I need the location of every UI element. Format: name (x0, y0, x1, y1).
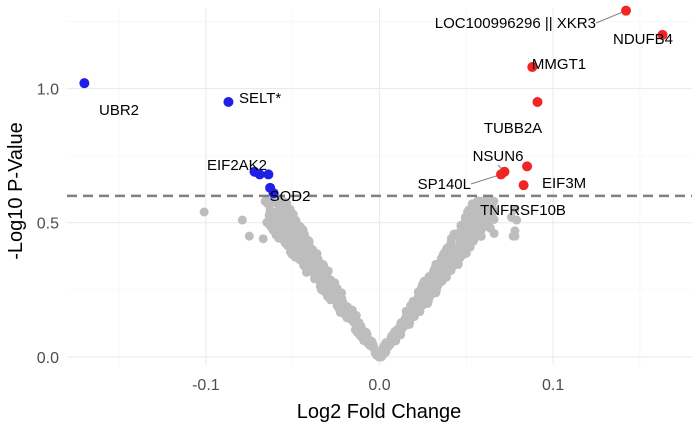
label-ndufb4: NDUFB4 (613, 31, 673, 48)
label-nsun6: NSUN6 (473, 148, 524, 165)
ns-point (199, 207, 209, 217)
ns-point (471, 229, 481, 239)
point-loc100996296-xkr3 (621, 5, 632, 16)
ns-point (510, 204, 520, 214)
label-tubb2a: TUBB2A (484, 120, 542, 137)
point-tnfrsf10b (518, 180, 529, 191)
ns-point (475, 218, 485, 228)
ns-point (341, 302, 351, 312)
ns-point (489, 228, 499, 238)
point-unlabeled (263, 169, 274, 180)
ns-point (385, 337, 395, 347)
point-ubr2 (79, 78, 90, 89)
point-mmgt1 (527, 62, 538, 73)
ns-point (283, 208, 293, 218)
ns-point (276, 206, 286, 216)
label-ubr2: UBR2 (99, 102, 139, 119)
x-axis-title: Log2 Fold Change (297, 401, 462, 423)
label-eif3m: EIF3M (542, 175, 586, 192)
label-eif2ak2: EIF2AK2 (207, 157, 267, 174)
y-axis-tick-labels: 0.0 0.5 1.0 (37, 82, 59, 367)
y-axis-title: -Log10 P-Value (5, 122, 27, 260)
ns-point (276, 226, 286, 236)
point-sp140l (496, 169, 507, 180)
ns-point (437, 254, 447, 264)
leader-loc100996296-xkr3 (595, 10, 627, 24)
ns-point (390, 331, 400, 341)
ns-point (288, 248, 298, 258)
ns-point (453, 258, 463, 268)
ns-point (330, 278, 340, 288)
x-tick-label: 0.0 (368, 377, 390, 394)
ns-point (237, 215, 247, 225)
ns-point (258, 234, 268, 244)
x-axis-tick-labels: -0.1 0.0 0.1 (192, 377, 564, 394)
ns-point (456, 220, 466, 230)
ns-point (487, 210, 497, 220)
point-ndufb4 (657, 29, 668, 40)
label-selt: SELT* (239, 90, 281, 107)
ns-point (463, 227, 473, 237)
ns-point (291, 225, 301, 235)
ns-point (407, 310, 417, 320)
ns-point (267, 223, 277, 233)
label-sp140l: SP140L (418, 176, 471, 193)
label-mmgt1: MMGT1 (532, 56, 586, 73)
ns-point (441, 262, 451, 272)
ns-point (281, 233, 291, 243)
significant-points (79, 5, 668, 199)
gene-labels: LOC100996296 || XKR3 NDUFB4 MMGT1 TUBB2A NSU… (99, 15, 673, 219)
ns-point (435, 277, 445, 287)
ns-point (471, 200, 481, 210)
ns-point (334, 303, 344, 313)
ns-point (304, 258, 314, 268)
ns-point (292, 240, 302, 250)
ns-point (312, 249, 322, 259)
ns-point (326, 295, 336, 305)
not-significant-points (199, 196, 522, 362)
ns-point (453, 230, 463, 240)
ns-point (321, 279, 331, 289)
ns-point (434, 264, 444, 274)
ns-point (261, 196, 271, 206)
ns-point (304, 241, 314, 251)
ns-point (323, 266, 333, 276)
label-tnfrsf10b: TNFRSF10B (480, 202, 566, 219)
ns-point (355, 326, 365, 336)
ns-point (364, 338, 374, 348)
ns-point (464, 208, 474, 218)
point-tubb2a (532, 96, 543, 107)
y-tick-label: 1.0 (37, 82, 59, 99)
y-tick-label: 0.5 (37, 216, 59, 233)
ns-point (512, 215, 522, 225)
x-tick-label: -0.1 (192, 377, 220, 394)
point-unlabeled (254, 169, 265, 180)
y-tick-label: 0.0 (37, 350, 59, 367)
ns-point (396, 321, 406, 331)
x-tick-label: 0.1 (542, 377, 564, 394)
point-eif3m (522, 161, 533, 172)
major-gridlines (67, 8, 692, 365)
ns-point (315, 272, 325, 282)
ns-point (489, 196, 499, 206)
ns-point (508, 231, 518, 241)
label-sod2: SOD2 (270, 188, 311, 205)
ns-point (412, 297, 422, 307)
ns-point (349, 316, 359, 326)
point-unlabeled (268, 188, 279, 199)
ns-point (458, 250, 468, 260)
leader-sp140l (470, 173, 502, 185)
ns-point (274, 214, 284, 224)
ns-point (423, 282, 433, 292)
ns-point (480, 197, 490, 207)
label-loc100996296-xkr3: LOC100996296 || XKR3 (435, 15, 596, 32)
ns-point (443, 245, 453, 255)
point-selt (223, 96, 234, 107)
ns-point (244, 231, 254, 241)
ns-point (299, 229, 309, 239)
ns-point (370, 348, 380, 358)
